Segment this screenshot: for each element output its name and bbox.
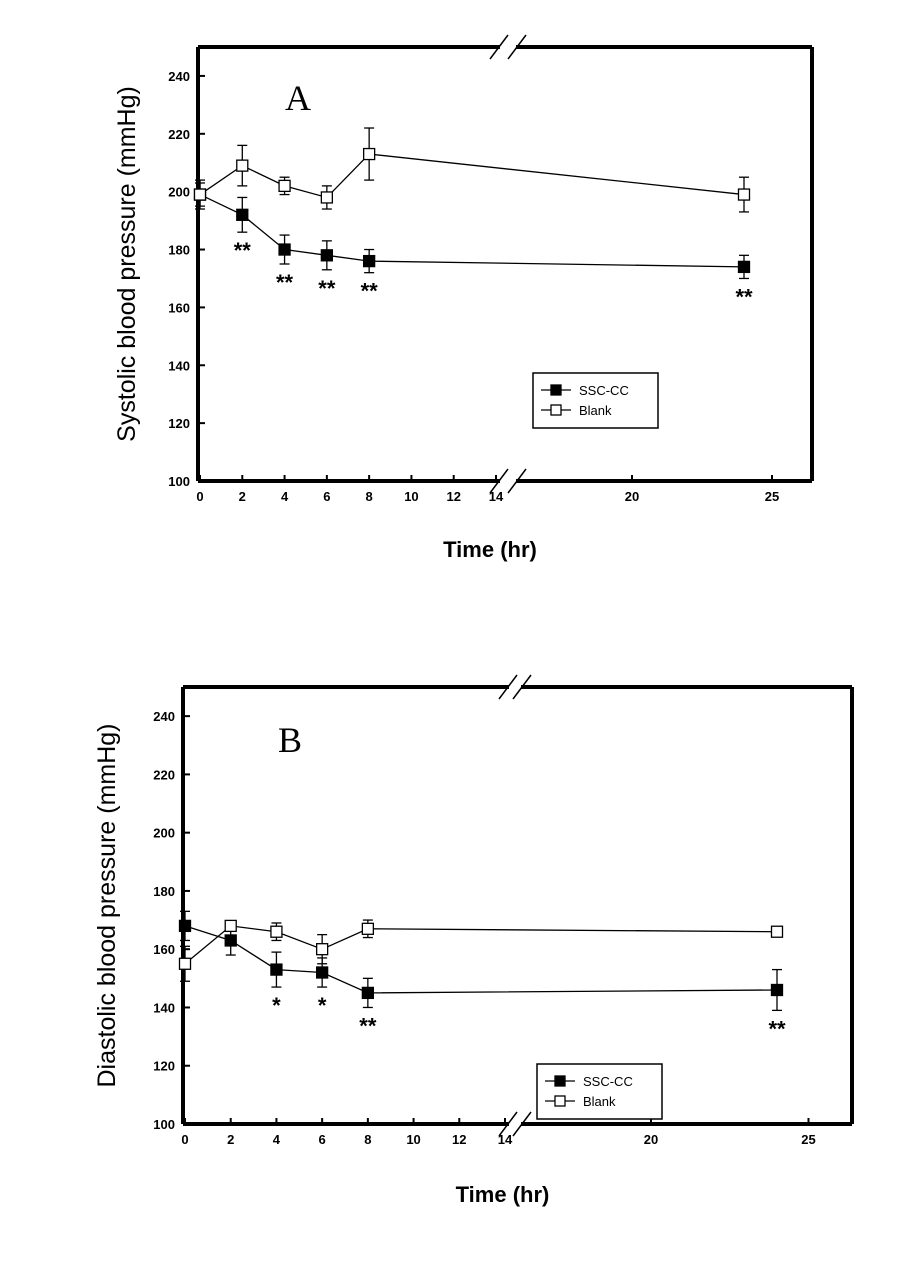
x-tick-label: 4 [273, 1132, 281, 1147]
significance-marker: ** [361, 279, 379, 304]
x-axis-label: Time (hr) [443, 537, 537, 562]
data-point-ssc-cc [278, 243, 291, 256]
y-tick-label: 120 [153, 1059, 175, 1074]
data-point-ssc-cc [362, 254, 376, 268]
x-tick-label: 6 [323, 489, 330, 504]
significance-marker: ** [234, 238, 252, 263]
x-tick-label: 0 [196, 489, 203, 504]
legend-marker [550, 404, 562, 416]
data-point-ssc-cc [737, 260, 751, 274]
data-point-blank [737, 188, 751, 201]
x-tick-label: 4 [281, 489, 289, 504]
x-tick-label: 12 [446, 489, 460, 504]
axis-break-mark [498, 674, 518, 700]
x-axis-label: Time (hr) [456, 1182, 550, 1207]
series-line-ssc-cc [199, 193, 745, 268]
data-point-blank [362, 147, 376, 161]
axis-break-mark [507, 468, 527, 494]
significance-marker: ** [768, 1016, 786, 1041]
significance-marker: ** [735, 284, 753, 309]
y-tick-label: 180 [153, 884, 175, 899]
y-tick-label: 120 [168, 416, 190, 431]
data-point-blank [270, 925, 283, 938]
series-line-blank [184, 925, 778, 965]
x-tick-label: 25 [765, 489, 779, 504]
axis-break-mark [512, 1111, 532, 1137]
legend-box [536, 1063, 663, 1120]
data-point-ssc-cc [315, 966, 329, 979]
y-tick-label: 140 [168, 358, 190, 373]
legend-label: SSC-CC [583, 1074, 633, 1089]
data-point-blank [178, 957, 192, 970]
data-point-ssc-cc [320, 249, 334, 262]
data-point-ssc-cc [361, 986, 375, 1000]
x-tick-label: 10 [404, 489, 418, 504]
data-point-ssc-cc [224, 934, 237, 947]
axis-break-mark [498, 1111, 518, 1137]
x-tick-label: 25 [801, 1132, 815, 1147]
panel-b: 100 120 140 160 180 200 220 240 0 2 4 6 8 10 12 14 20 25 D… [93, 674, 854, 1207]
x-tick-label: 8 [366, 489, 373, 504]
panel-a: 100 120 140 160 180 200 220 240 0 2 4 6 8 10 12 14 20 25 S… [113, 34, 814, 562]
data-point-ssc-cc [236, 208, 249, 221]
legend-marker [554, 1095, 566, 1107]
y-tick-label: 220 [153, 767, 175, 782]
y-tick-label: 140 [153, 1000, 175, 1015]
data-point-blank [361, 922, 375, 935]
panel-label: A [285, 78, 311, 118]
y-tick-label: 100 [153, 1117, 175, 1132]
y-tick-label: 200 [168, 185, 190, 200]
significance-marker: ** [359, 1013, 377, 1038]
x-tick-label: 2 [227, 1132, 234, 1147]
legend-label: SSC-CC [579, 383, 629, 398]
y-tick-label: 220 [168, 127, 190, 142]
x-tick-label: 6 [319, 1132, 326, 1147]
significance-marker: * [318, 993, 327, 1018]
legend-marker [550, 384, 562, 396]
legend-label: Blank [583, 1094, 616, 1109]
data-point-blank [236, 159, 249, 172]
significance-marker: ** [276, 270, 294, 295]
axis-break-mark [489, 468, 509, 494]
panel-label: B [278, 720, 302, 760]
axis-break-mark [489, 34, 509, 60]
y-axis-label: Diastolic blood pressure (mmHg) [93, 723, 121, 1087]
axis-break-mark [507, 34, 527, 60]
y-tick-label: 180 [168, 243, 190, 258]
series-line-blank [199, 153, 745, 199]
y-tick-label: 240 [153, 709, 175, 724]
data-point-blank [320, 191, 334, 204]
data-point-blank [278, 179, 291, 193]
x-tick-label: 10 [406, 1132, 420, 1147]
x-tick-label: 12 [452, 1132, 466, 1147]
data-point-blank [315, 943, 329, 956]
significance-marker: * [272, 993, 281, 1018]
y-tick-label: 200 [153, 826, 175, 841]
data-point-blank [193, 188, 207, 201]
legend-label: Blank [579, 403, 612, 418]
y-tick-label: 240 [168, 69, 190, 84]
y-tick-label: 160 [153, 942, 175, 957]
legend-box [532, 372, 659, 429]
axis-break-mark [512, 674, 532, 700]
y-tick-label: 100 [168, 474, 190, 489]
data-point-ssc-cc [270, 963, 283, 976]
x-tick-label: 0 [181, 1132, 188, 1147]
x-tick-label: 20 [625, 489, 639, 504]
data-point-ssc-cc [770, 983, 784, 997]
series-line-ssc-cc [184, 925, 778, 994]
y-axis-label: Systolic blood pressure (mmHg) [113, 86, 141, 442]
legend-marker [554, 1075, 566, 1087]
y-tick-label: 160 [168, 300, 190, 315]
data-point-blank [224, 919, 237, 933]
x-tick-label: 14 [498, 1132, 513, 1147]
x-tick-label: 8 [364, 1132, 371, 1147]
x-tick-label: 14 [489, 489, 504, 504]
significance-marker: ** [318, 276, 336, 301]
data-point-ssc-cc [178, 919, 192, 933]
x-tick-label: 20 [644, 1132, 658, 1147]
x-tick-label: 2 [239, 489, 246, 504]
data-point-blank [770, 925, 784, 938]
